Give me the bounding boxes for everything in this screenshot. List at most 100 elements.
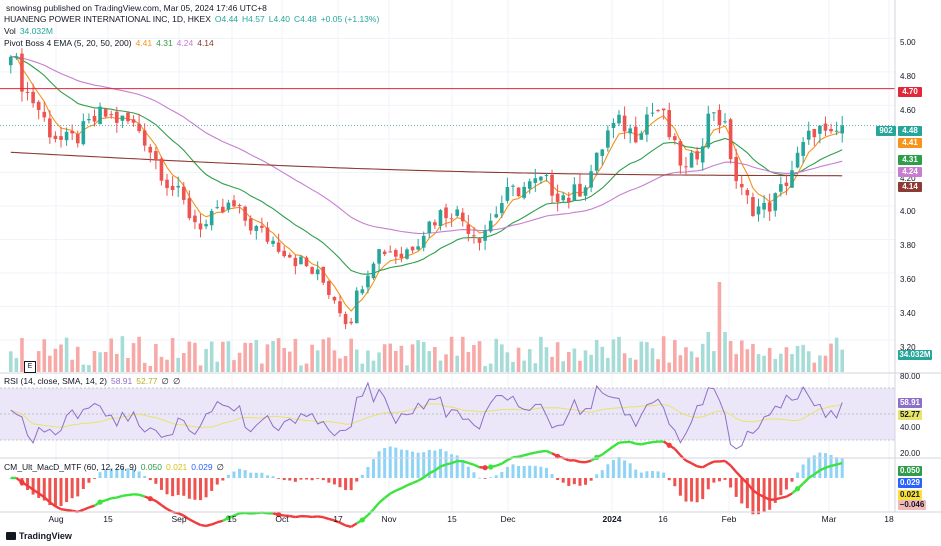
tradingview-logo[interactable]: TradingView [6, 531, 72, 541]
macd-histogram-bar [199, 478, 203, 501]
price-tick: 3.20 [900, 343, 916, 352]
macd-line-segment [690, 462, 698, 468]
macd-histogram-bar [466, 466, 470, 478]
macd-histogram-bar [321, 478, 325, 481]
volume-bar [678, 355, 683, 372]
macd-line-segment [512, 455, 519, 459]
volume-bar [739, 340, 744, 372]
volume-bar [115, 353, 119, 372]
macd-line-segment [763, 495, 771, 501]
time-tick: Sep [171, 514, 187, 524]
macd-line-segment [350, 522, 358, 528]
rsi-legend[interactable]: RSI (14, close, SMA, 14, 2) 58.91 52.77 ∅ ∅ [4, 376, 184, 387]
macd-histogram-bar [678, 478, 682, 496]
macd-histogram-bar [243, 470, 247, 478]
macd-histogram-bar [132, 469, 136, 478]
macd-cross-dot [225, 515, 232, 521]
volume-bar [572, 348, 577, 372]
macd-histogram-bar [483, 478, 487, 479]
candle-body [371, 263, 376, 279]
macd-line-segment [495, 462, 503, 467]
volume-bar [109, 338, 114, 372]
macd-line-segment [406, 481, 414, 487]
volume-bar [818, 355, 822, 372]
macd-legend[interactable]: CM_Ult_MacD_MTF (60, 12, 26, 9) 0.050 0.02… [4, 462, 228, 473]
time-tick: Dec [500, 514, 516, 524]
macd-line-segment [802, 477, 810, 485]
volume-bar [193, 342, 197, 372]
macd-line-segment [82, 506, 90, 511]
earnings-marker[interactable]: E [24, 361, 36, 373]
candle-body [656, 110, 660, 112]
candle-body [254, 225, 259, 231]
rsi-value: 58.91 [110, 376, 133, 386]
macd-histogram-bar [768, 478, 772, 510]
volume-bar [522, 360, 526, 372]
volume-bar [533, 363, 538, 372]
macd-histogram-bar [70, 478, 74, 499]
rsi-band [0, 387, 895, 441]
candle-body [131, 119, 136, 123]
macd-line-segment [295, 515, 302, 519]
candle-body [561, 195, 566, 201]
volume-bar [661, 336, 666, 372]
macd-cross-dot [147, 496, 153, 502]
volume-bar [650, 348, 655, 372]
macd-histogram-bar [48, 478, 52, 506]
candle-body [784, 182, 789, 186]
candle-body [109, 114, 114, 116]
volume-bar [120, 336, 125, 372]
volume-bar [388, 343, 393, 372]
volume-bar [633, 359, 638, 372]
symbol-legend[interactable]: HUANENG POWER INTERNATIONAL INC, 1D, HKE… [4, 14, 383, 25]
macd-line-segment [825, 464, 832, 469]
macd-histogram-bar [305, 478, 309, 480]
volume-bar [455, 355, 459, 372]
macd-histogram-bar [740, 478, 744, 504]
candle-body [840, 125, 845, 134]
candle-body [795, 152, 800, 168]
volume-bar [126, 357, 130, 372]
volume-bar [511, 361, 515, 372]
ema50-pill: 4.24 [898, 167, 922, 177]
macd-histogram-bar [500, 471, 504, 478]
volume-bar [756, 354, 761, 372]
macd-histogram-bar [344, 478, 348, 491]
volume-bar [131, 343, 136, 372]
macd-histogram-bar [455, 455, 459, 478]
volume-bar [494, 338, 499, 372]
volume-bar [310, 344, 314, 372]
volume-legend[interactable]: Vol 34.032M [4, 26, 57, 37]
macd-histogram-bar [293, 478, 297, 482]
candle-body [684, 166, 688, 168]
volume-bar [438, 360, 443, 372]
macd-line-segment [233, 512, 241, 517]
volume-bar [287, 351, 292, 372]
macd-line-segment [462, 460, 469, 465]
candle-body [834, 130, 839, 132]
macd-line-segment [400, 484, 408, 490]
macd-histogram-bar [812, 455, 816, 478]
macd-pill-2: 0.029 [898, 478, 922, 488]
candle-body [516, 187, 521, 197]
macd-histogram-bar [801, 464, 805, 478]
price-tick: 4.80 [900, 72, 916, 81]
macd-histogram-bar [182, 478, 186, 496]
candle-body [388, 251, 393, 253]
candle-body [779, 184, 783, 192]
macd-line-segment [311, 515, 318, 519]
macd-line-segment [127, 493, 134, 497]
candle-body [572, 184, 577, 201]
ema-legend[interactable]: Pivot Boss 4 EMA (5, 20, 50, 200) 4.41 4.3… [4, 38, 218, 49]
volume-bar [98, 352, 102, 372]
macd-line-segment [746, 482, 754, 492]
candles[interactable] [8, 48, 845, 330]
macd-histogram-bar [634, 469, 638, 478]
macd-line-segment [216, 519, 224, 524]
macd-histogram-bar [92, 478, 96, 479]
volume-bar [656, 359, 660, 372]
macd-histogram-bar [221, 478, 225, 481]
candle-body [293, 257, 298, 267]
candle-body [327, 281, 331, 295]
